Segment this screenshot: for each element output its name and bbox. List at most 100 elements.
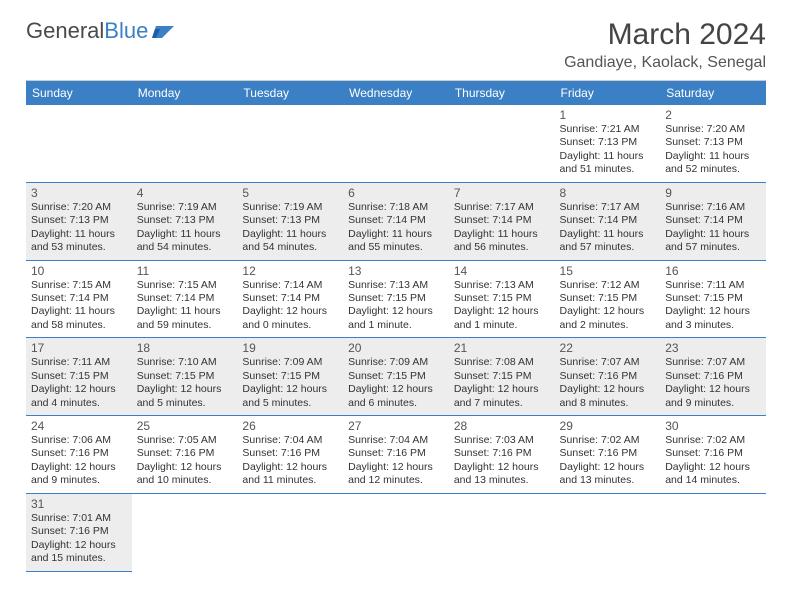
sunrise-text: Sunrise: 7:13 AM <box>454 279 550 292</box>
sunset-text: Sunset: 7:15 PM <box>348 370 444 383</box>
sunrise-text: Sunrise: 7:13 AM <box>348 279 444 292</box>
day-number: 7 <box>454 186 550 200</box>
calendar-cell: 4Sunrise: 7:19 AMSunset: 7:13 PMDaylight… <box>132 182 238 260</box>
day-header: Monday <box>132 81 238 105</box>
sunrise-text: Sunrise: 7:09 AM <box>348 356 444 369</box>
day-number: 30 <box>665 419 761 433</box>
day-number: 23 <box>665 341 761 355</box>
sunset-text: Sunset: 7:15 PM <box>665 292 761 305</box>
day1-text: Daylight: 11 hours <box>348 228 444 241</box>
calendar-cell <box>555 493 661 571</box>
sunrise-text: Sunrise: 7:09 AM <box>242 356 338 369</box>
calendar-cell <box>343 105 449 182</box>
day-number: 20 <box>348 341 444 355</box>
day1-text: Daylight: 11 hours <box>242 228 338 241</box>
logo-flag-icon <box>152 24 174 40</box>
calendar-cell: 11Sunrise: 7:15 AMSunset: 7:14 PMDayligh… <box>132 260 238 338</box>
sunrise-text: Sunrise: 7:20 AM <box>31 201 127 214</box>
day1-text: Daylight: 11 hours <box>560 150 656 163</box>
sunrise-text: Sunrise: 7:02 AM <box>665 434 761 447</box>
day2-text: and 58 minutes. <box>31 319 127 332</box>
day-number: 4 <box>137 186 233 200</box>
day1-text: Daylight: 12 hours <box>137 461 233 474</box>
calendar-cell: 18Sunrise: 7:10 AMSunset: 7:15 PMDayligh… <box>132 338 238 416</box>
sunrise-text: Sunrise: 7:08 AM <box>454 356 550 369</box>
sunrise-text: Sunrise: 7:11 AM <box>665 279 761 292</box>
sunrise-text: Sunrise: 7:19 AM <box>242 201 338 214</box>
calendar-cell: 16Sunrise: 7:11 AMSunset: 7:15 PMDayligh… <box>660 260 766 338</box>
sunset-text: Sunset: 7:13 PM <box>665 136 761 149</box>
calendar-cell: 3Sunrise: 7:20 AMSunset: 7:13 PMDaylight… <box>26 182 132 260</box>
day2-text: and 52 minutes. <box>665 163 761 176</box>
calendar-table: Sunday Monday Tuesday Wednesday Thursday… <box>26 81 766 572</box>
sunset-text: Sunset: 7:15 PM <box>31 370 127 383</box>
sunrise-text: Sunrise: 7:19 AM <box>137 201 233 214</box>
calendar-cell: 30Sunrise: 7:02 AMSunset: 7:16 PMDayligh… <box>660 416 766 494</box>
day-number: 19 <box>242 341 338 355</box>
day1-text: Daylight: 12 hours <box>242 461 338 474</box>
day1-text: Daylight: 12 hours <box>454 461 550 474</box>
day-number: 29 <box>560 419 656 433</box>
day1-text: Daylight: 11 hours <box>454 228 550 241</box>
day1-text: Daylight: 11 hours <box>31 228 127 241</box>
day-header: Thursday <box>449 81 555 105</box>
calendar-cell: 17Sunrise: 7:11 AMSunset: 7:15 PMDayligh… <box>26 338 132 416</box>
day2-text: and 15 minutes. <box>31 552 127 565</box>
calendar-body: 1Sunrise: 7:21 AMSunset: 7:13 PMDaylight… <box>26 105 766 571</box>
day-number: 2 <box>665 108 761 122</box>
sunrise-text: Sunrise: 7:03 AM <box>454 434 550 447</box>
day1-text: Daylight: 12 hours <box>560 461 656 474</box>
sunset-text: Sunset: 7:16 PM <box>560 370 656 383</box>
day1-text: Daylight: 12 hours <box>348 383 444 396</box>
sunrise-text: Sunrise: 7:15 AM <box>137 279 233 292</box>
day2-text: and 57 minutes. <box>560 241 656 254</box>
day2-text: and 10 minutes. <box>137 474 233 487</box>
sunset-text: Sunset: 7:15 PM <box>454 370 550 383</box>
day-number: 18 <box>137 341 233 355</box>
sunrise-text: Sunrise: 7:11 AM <box>31 356 127 369</box>
day-number: 5 <box>242 186 338 200</box>
sunset-text: Sunset: 7:16 PM <box>454 447 550 460</box>
sunset-text: Sunset: 7:15 PM <box>242 370 338 383</box>
day1-text: Daylight: 12 hours <box>31 539 127 552</box>
day-number: 6 <box>348 186 444 200</box>
sunset-text: Sunset: 7:15 PM <box>137 370 233 383</box>
day-number: 26 <box>242 419 338 433</box>
sunset-text: Sunset: 7:14 PM <box>560 214 656 227</box>
calendar-cell: 24Sunrise: 7:06 AMSunset: 7:16 PMDayligh… <box>26 416 132 494</box>
sunrise-text: Sunrise: 7:04 AM <box>242 434 338 447</box>
day-number: 13 <box>348 264 444 278</box>
calendar-cell: 20Sunrise: 7:09 AMSunset: 7:15 PMDayligh… <box>343 338 449 416</box>
day2-text: and 13 minutes. <box>454 474 550 487</box>
day1-text: Daylight: 12 hours <box>242 383 338 396</box>
day2-text: and 1 minute. <box>454 319 550 332</box>
day1-text: Daylight: 12 hours <box>454 383 550 396</box>
calendar-row: 17Sunrise: 7:11 AMSunset: 7:15 PMDayligh… <box>26 338 766 416</box>
day-header: Saturday <box>660 81 766 105</box>
day2-text: and 12 minutes. <box>348 474 444 487</box>
day-number: 10 <box>31 264 127 278</box>
calendar-cell: 13Sunrise: 7:13 AMSunset: 7:15 PMDayligh… <box>343 260 449 338</box>
day1-text: Daylight: 12 hours <box>31 383 127 396</box>
day2-text: and 5 minutes. <box>137 397 233 410</box>
day2-text: and 54 minutes. <box>137 241 233 254</box>
day1-text: Daylight: 11 hours <box>31 305 127 318</box>
day2-text: and 51 minutes. <box>560 163 656 176</box>
calendar-cell <box>660 493 766 571</box>
calendar-cell: 28Sunrise: 7:03 AMSunset: 7:16 PMDayligh… <box>449 416 555 494</box>
calendar-cell: 14Sunrise: 7:13 AMSunset: 7:15 PMDayligh… <box>449 260 555 338</box>
calendar-cell <box>132 493 238 571</box>
day-number: 22 <box>560 341 656 355</box>
sunset-text: Sunset: 7:13 PM <box>137 214 233 227</box>
calendar-cell: 23Sunrise: 7:07 AMSunset: 7:16 PMDayligh… <box>660 338 766 416</box>
calendar-cell: 10Sunrise: 7:15 AMSunset: 7:14 PMDayligh… <box>26 260 132 338</box>
calendar-cell: 31Sunrise: 7:01 AMSunset: 7:16 PMDayligh… <box>26 493 132 571</box>
day1-text: Daylight: 11 hours <box>137 305 233 318</box>
title-block: March 2024 Gandiaye, Kaolack, Senegal <box>564 18 766 72</box>
day1-text: Daylight: 11 hours <box>560 228 656 241</box>
day2-text: and 55 minutes. <box>348 241 444 254</box>
day1-text: Daylight: 12 hours <box>242 305 338 318</box>
sunrise-text: Sunrise: 7:01 AM <box>31 512 127 525</box>
calendar-cell: 1Sunrise: 7:21 AMSunset: 7:13 PMDaylight… <box>555 105 661 182</box>
day1-text: Daylight: 11 hours <box>665 150 761 163</box>
